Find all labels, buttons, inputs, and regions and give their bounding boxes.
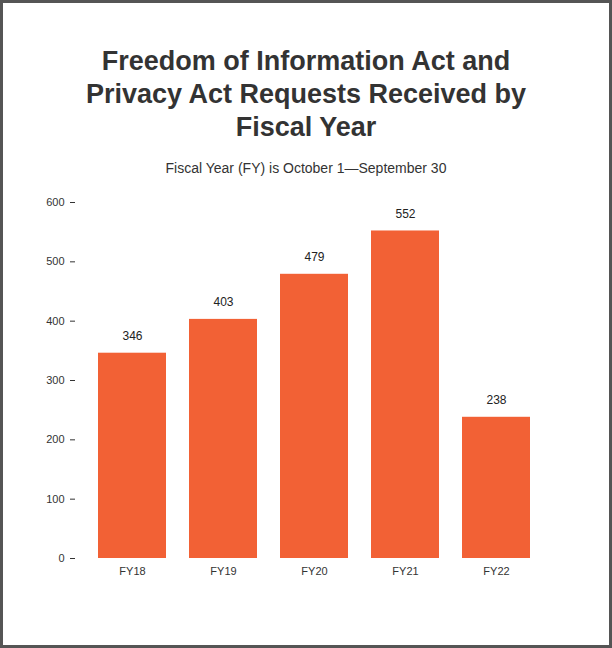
svg-text:403: 403 [213,295,233,309]
svg-text:346: 346 [122,329,142,343]
svg-text:500: 500 [46,255,64,267]
svg-text:FY18: FY18 [119,565,145,577]
svg-text:100: 100 [46,493,64,505]
svg-text:479: 479 [304,250,324,264]
svg-text:0: 0 [58,552,64,564]
svg-text:400: 400 [46,315,64,327]
svg-text:300: 300 [46,374,64,386]
html-text:Fiscal Year (FY) is October 1—: Fiscal Year (FY) is October 1—September … [165,160,447,176]
svg-text:FY20: FY20 [301,565,327,577]
svg-text:FY21: FY21 [392,565,418,577]
svg-text:238: 238 [486,393,506,407]
svg-text:FY22: FY22 [483,565,509,577]
html-text:Freedom of Information Act and: Freedom of Information Act and Privacy A… [85,46,527,142]
svg-text:600: 600 [46,196,64,208]
svg-text:552: 552 [395,207,415,221]
svg-text:200: 200 [46,433,64,445]
svg-text:FY19: FY19 [210,565,236,577]
